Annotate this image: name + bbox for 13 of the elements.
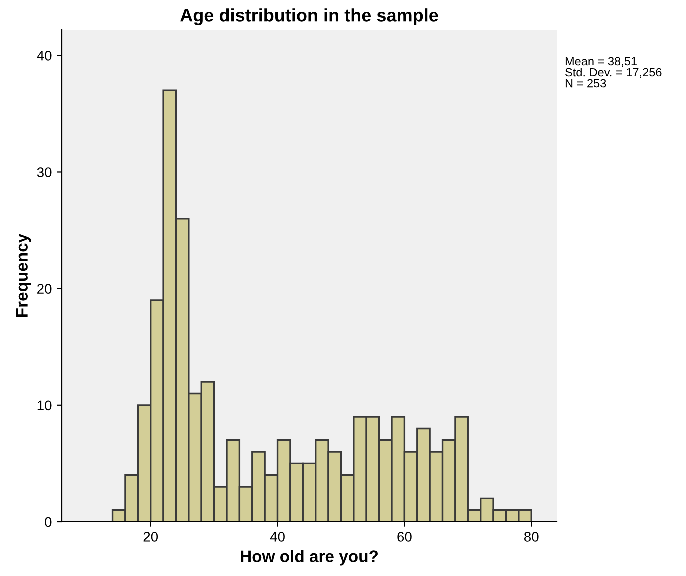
text: Mean = 38,51 Std. Dev. = 17,256 N = 253 bbox=[566, 57, 662, 88]
x-tick-label: 80 bbox=[524, 532, 539, 542]
x-tick-label: 60 bbox=[398, 532, 412, 542]
y-tick-label: 40 bbox=[37, 50, 52, 61]
y-axis-title: Frequency bbox=[16, 234, 32, 318]
x-tick-label: 20 bbox=[144, 532, 158, 542]
x-axis-title: How old are you? bbox=[241, 550, 378, 566]
chart-title: Age distribution in the sample bbox=[180, 8, 438, 26]
y-tick-label: 30 bbox=[37, 168, 52, 178]
x-tick-label: 40 bbox=[270, 532, 285, 542]
y-tick-label: 20 bbox=[38, 284, 52, 294]
y-tick-label: 0 bbox=[45, 517, 52, 528]
y-tick-label: 10 bbox=[38, 400, 52, 411]
